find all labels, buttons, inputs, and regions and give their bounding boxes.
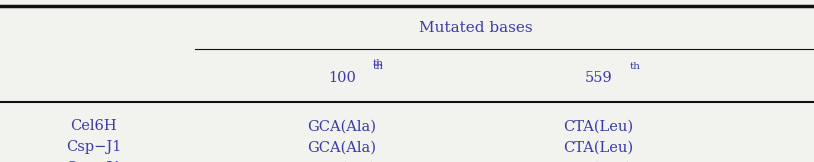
Text: th: th	[373, 59, 384, 68]
Text: 100: 100	[328, 71, 356, 85]
Text: Mutated bases: Mutated bases	[419, 21, 533, 35]
Text: th: th	[629, 62, 641, 71]
Text: GCA(Ala): GCA(Ala)	[308, 140, 376, 154]
Text: CTA(Leu): CTA(Leu)	[563, 119, 633, 133]
Text: CTA(Leu): CTA(Leu)	[563, 140, 633, 154]
Text: GCA(Ala): GCA(Ala)	[308, 119, 376, 133]
Text: 559: 559	[584, 71, 612, 85]
Text: th: th	[373, 62, 384, 71]
Text: Cel6H: Cel6H	[70, 119, 117, 133]
Text: Csp−J1: Csp−J1	[66, 140, 121, 154]
